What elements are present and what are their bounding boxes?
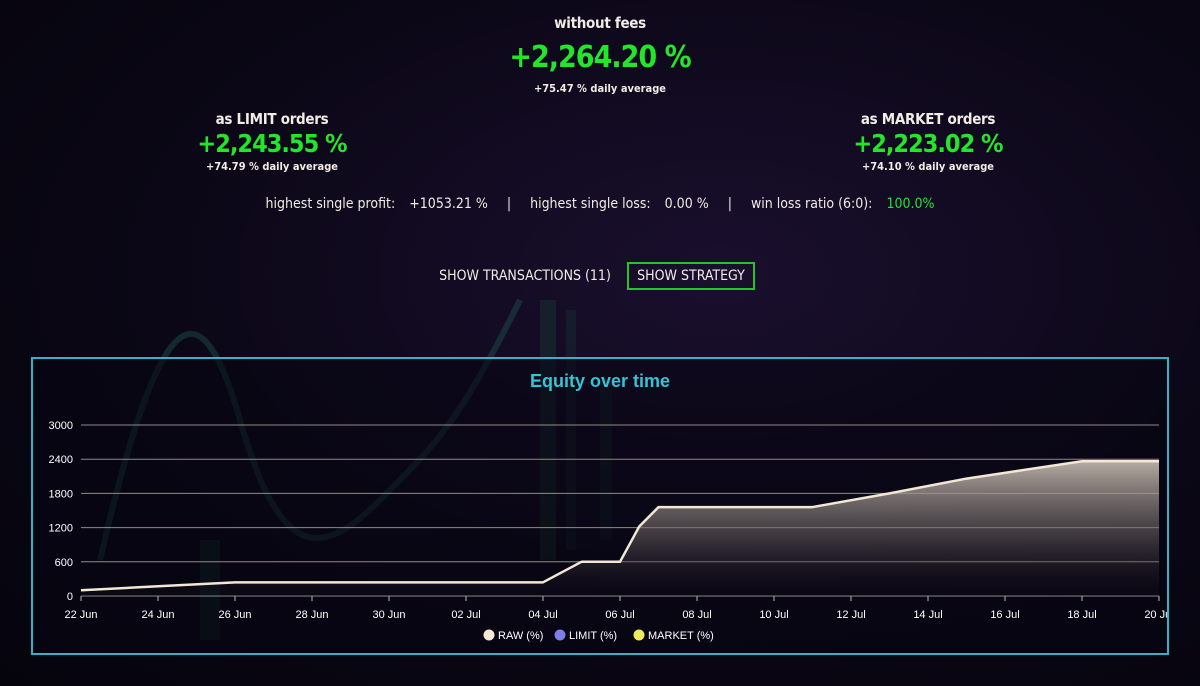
chart-title: Equity over time	[530, 371, 670, 391]
highest-loss-value: 0.00 %	[664, 196, 709, 212]
limit-orders-value: +2,243.55 %	[197, 129, 347, 158]
stats-separator-2: |	[727, 196, 732, 212]
win-loss-label: win loss ratio (6:0):	[750, 196, 873, 212]
market-orders-label: as MARKET orders	[860, 110, 996, 128]
y-tick-label: 1200	[49, 523, 73, 535]
without-fees-value: +2,264.20 %	[509, 40, 691, 75]
market-orders-value: +2,223.02 %	[853, 129, 1003, 158]
equity-area	[81, 461, 1159, 596]
legend-label: RAW (%)	[498, 630, 543, 642]
y-tick-label: 600	[55, 557, 73, 569]
x-tick-label: 26 Jun	[218, 609, 251, 621]
win-loss-value: 100.0%	[886, 196, 935, 212]
x-tick-label: 04 Jul	[528, 609, 557, 621]
limit-orders-daily: +74.79 % daily average	[205, 160, 339, 173]
stats-row: highest single profit: +1053.21 % | high…	[0, 196, 1200, 212]
y-tick-label: 0	[67, 591, 73, 603]
x-tick-label: 24 Jun	[141, 609, 174, 621]
market-orders-daily: +74.10 % daily average	[861, 160, 995, 173]
equity-line-raw	[80, 460, 1159, 592]
x-tick-label: 28 Jun	[295, 609, 328, 621]
highest-profit-value: +1053.21 %	[409, 196, 488, 212]
equity-chart: Equity over time 0 600 1200 1800 2400 3000 22 J…	[49, 371, 1174, 642]
x-tick-label: 22 Jun	[64, 609, 97, 621]
show-strategy-button[interactable]: SHOW STRATEGY	[627, 262, 755, 290]
legend-marker	[554, 629, 566, 641]
show-transactions-button[interactable]: SHOW TRANSACTIONS (11)	[439, 268, 611, 284]
equity-chart-panel: Equity over time 0 600 1200 1800 2400 3000 22 J…	[31, 357, 1174, 655]
x-tick-label: 08 Jul	[682, 609, 711, 621]
legend-label: MARKET (%)	[648, 630, 714, 642]
x-tick-label: 18 Jul	[1067, 609, 1096, 621]
legend-marker	[483, 629, 495, 641]
without-fees-daily: +75.47 % daily average	[533, 82, 667, 95]
highest-profit-label: highest single profit:	[265, 196, 396, 212]
x-tick-label: 10 Jul	[759, 609, 788, 621]
x-tick-label: 20 Jul	[1144, 609, 1167, 621]
x-tick-label: 12 Jul	[836, 609, 865, 621]
legend-marker	[633, 629, 645, 641]
limit-orders-label: as LIMIT orders	[215, 110, 329, 128]
highest-loss-label: highest single loss:	[530, 196, 651, 212]
legend-label: LIMIT (%)	[569, 630, 617, 642]
x-tick-label: 02 Jul	[451, 609, 480, 621]
y-tick-label: 3000	[49, 420, 73, 432]
x-tick-label: 16 Jul	[990, 609, 1019, 621]
x-tick-label: 14 Jul	[913, 609, 942, 621]
market-orders-block: as MARKET orders +2,223.02 % +74.10 % da…	[828, 110, 1028, 173]
y-tick-label: 1800	[49, 488, 73, 500]
x-tick-label: 06 Jul	[605, 609, 634, 621]
x-tick-label: 30 Jun	[372, 609, 405, 621]
limit-orders-block: as LIMIT orders +2,243.55 % +74.79 % dai…	[172, 110, 372, 173]
y-tick-label: 2400	[49, 454, 73, 466]
stats-separator-1: |	[506, 196, 512, 212]
without-fees-label: without fees	[554, 14, 646, 32]
